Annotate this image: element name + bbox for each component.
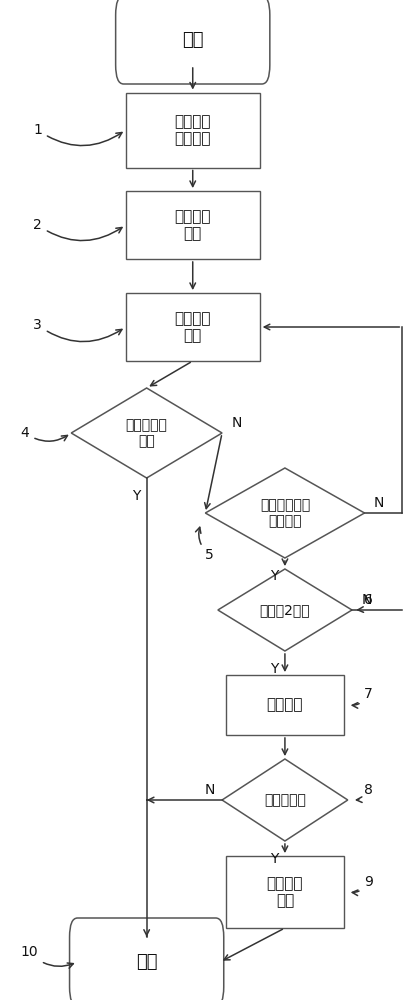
FancyBboxPatch shape [70, 918, 224, 1000]
Text: 执行检测
步骤: 执行检测 步骤 [174, 311, 211, 343]
Text: 结束: 结束 [136, 953, 158, 971]
Text: 是否解决问
题？: 是否解决问 题？ [126, 418, 168, 448]
Text: 1: 1 [33, 123, 122, 146]
Text: N: N [232, 416, 242, 430]
Text: 开启学习
功能: 开启学习 功能 [266, 876, 303, 908]
Bar [126, 293, 260, 361]
Text: 开始: 开始 [182, 31, 204, 49]
Bar [126, 93, 260, 167]
Text: N: N [362, 593, 372, 607]
Polygon shape [218, 569, 352, 651]
Text: 9: 9 [352, 875, 373, 896]
Text: Y: Y [270, 569, 279, 583]
Text: Y: Y [132, 489, 140, 503]
Text: 选取故障
类型: 选取故障 类型 [174, 209, 211, 241]
Text: 8: 8 [357, 783, 373, 802]
Text: 所有步骤都检
测完毕？: 所有步骤都检 测完毕？ [260, 498, 310, 528]
Text: 2: 2 [34, 218, 122, 241]
Text: N: N [374, 496, 384, 510]
Text: 需要学习？: 需要学习？ [264, 793, 306, 807]
Text: 10: 10 [21, 945, 73, 968]
Text: 3: 3 [34, 318, 122, 342]
Text: 打开故障
诊断软件: 打开故障 诊断软件 [174, 114, 211, 146]
Polygon shape [205, 468, 365, 558]
Text: 4: 4 [21, 426, 67, 441]
Bar [126, 191, 260, 259]
Text: Y: Y [270, 662, 279, 676]
Text: 5: 5 [196, 527, 214, 562]
Text: 7: 7 [352, 687, 373, 708]
Text: Y: Y [270, 852, 279, 866]
Text: 6: 6 [358, 593, 373, 612]
Text: N: N [204, 783, 215, 797]
Text: 人工解决: 人工解决 [266, 698, 303, 712]
FancyBboxPatch shape [116, 0, 270, 84]
Text: 检测了2次？: 检测了2次？ [260, 603, 310, 617]
Bar [226, 675, 344, 735]
Polygon shape [222, 759, 348, 841]
Bar [226, 856, 344, 928]
Polygon shape [71, 388, 222, 478]
